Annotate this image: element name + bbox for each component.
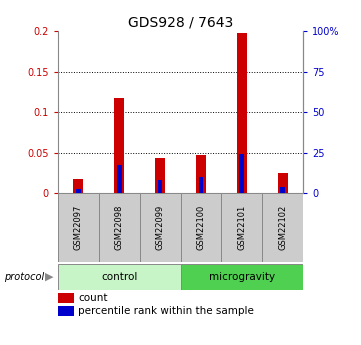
Text: GSM22099: GSM22099	[156, 205, 165, 250]
Bar	[114, 98, 124, 193]
Text: control: control	[101, 272, 137, 282]
Bar	[196, 155, 206, 193]
Bar	[180, 193, 221, 262]
Text: GSM22102: GSM22102	[278, 205, 287, 250]
Bar	[158, 180, 162, 193]
Bar	[58, 306, 74, 316]
Bar	[140, 193, 180, 262]
Text: percentile rank within the sample: percentile rank within the sample	[78, 306, 254, 316]
Title: GDS928 / 7643: GDS928 / 7643	[128, 16, 233, 30]
Bar	[239, 154, 244, 193]
Text: GSM22097: GSM22097	[74, 205, 83, 250]
Bar	[199, 177, 203, 193]
Text: ▶: ▶	[44, 272, 53, 282]
Bar	[237, 33, 247, 193]
Text: protocol: protocol	[4, 272, 44, 282]
Text: GSM22098: GSM22098	[115, 205, 123, 250]
Bar	[117, 165, 122, 193]
Text: count: count	[78, 293, 108, 303]
Bar	[262, 193, 303, 262]
Text: microgravity: microgravity	[209, 272, 275, 282]
Bar	[73, 179, 83, 193]
Bar	[58, 193, 99, 262]
Bar	[76, 189, 81, 193]
Bar	[155, 158, 165, 193]
Bar	[278, 173, 288, 193]
Bar	[221, 193, 262, 262]
Text: GSM22101: GSM22101	[238, 205, 246, 250]
Bar	[180, 264, 303, 290]
Bar	[99, 193, 140, 262]
Bar	[58, 293, 74, 303]
Text: GSM22100: GSM22100	[196, 205, 205, 250]
Bar	[280, 187, 285, 193]
Bar	[58, 264, 180, 290]
